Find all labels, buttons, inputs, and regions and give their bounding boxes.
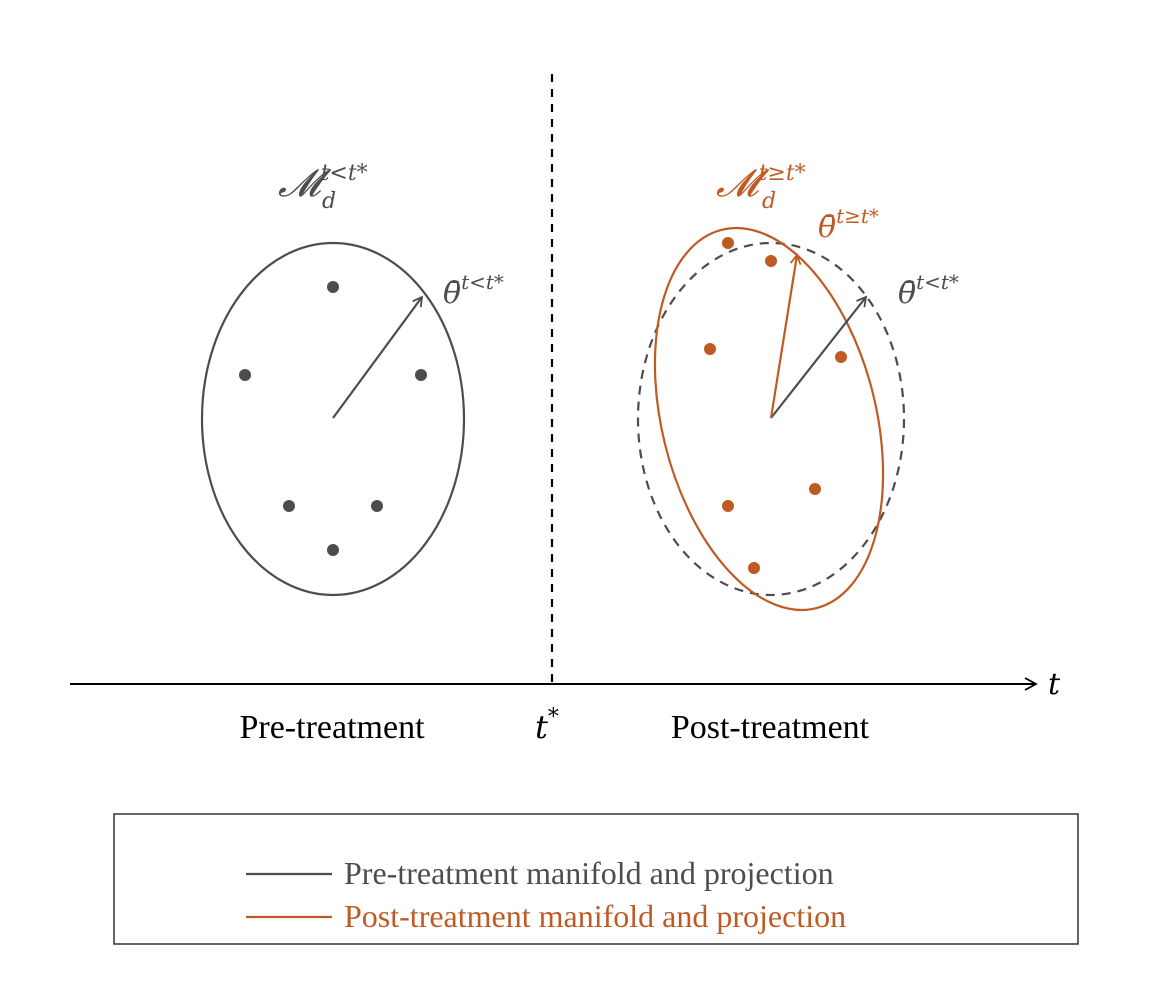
- post-reference-projection-symbol: θ̄: [898, 276, 916, 311]
- pre-point: [371, 500, 383, 512]
- pre-point: [415, 369, 427, 381]
- pre-projection-arrow: [332, 295, 424, 419]
- post-reference-projection-arrow: [770, 295, 868, 419]
- treatment-cut-label: t*: [535, 705, 559, 746]
- post-manifold-label: 𝓜t≥t*: [716, 161, 806, 205]
- post-point: [809, 483, 821, 495]
- post-manifold-sup: t≥t*: [759, 161, 806, 186]
- pre-manifold-sub: d: [322, 189, 336, 214]
- pre-projection-symbol: θ̄: [443, 276, 461, 311]
- post-manifold-sub: d: [762, 189, 776, 214]
- legend-post-label: Post-treatment manifold and projection: [344, 898, 846, 934]
- treatment-cut-symbol: t: [535, 708, 548, 746]
- pre-point: [327, 281, 339, 293]
- post-projection-symbol: θ̄: [818, 210, 836, 245]
- legend-pre-label: Pre-treatment manifold and projection: [344, 855, 834, 891]
- pre-projection-sup: t<t*: [461, 270, 504, 294]
- post-projection-sup: t≥t*: [836, 204, 879, 228]
- pre-point: [283, 500, 295, 512]
- post-point: [765, 255, 777, 267]
- pre-point: [327, 544, 339, 556]
- post-projection-arrow: [769, 253, 802, 419]
- treatment-cut-star: *: [548, 705, 559, 730]
- pre-manifold-sup: t<t*: [321, 161, 368, 186]
- post-point: [722, 500, 734, 512]
- time-axis-label: t: [1048, 667, 1061, 702]
- post-point: [704, 343, 716, 355]
- post-treatment-points: [704, 237, 847, 574]
- post-point: [748, 562, 760, 574]
- pre-treatment-points: [239, 281, 427, 556]
- post-reference-manifold: [636, 241, 906, 597]
- post-projection-label: θ̄t≥t*: [818, 204, 879, 245]
- pre-projection-label: θ̄t<t*: [443, 270, 504, 311]
- pre-treatment-label: Pre-treatment: [239, 709, 425, 746]
- legend-box: [113, 813, 1079, 945]
- post-treatment-manifold: [653, 226, 885, 612]
- post-treatment-label: Post-treatment: [671, 709, 870, 746]
- post-point: [835, 351, 847, 363]
- post-point: [722, 237, 734, 249]
- pre-point: [239, 369, 251, 381]
- post-reference-projection-sup: t<t*: [916, 270, 959, 294]
- post-reference-projection-label: θ̄t<t*: [898, 270, 959, 311]
- pre-treatment-manifold: [200, 241, 466, 597]
